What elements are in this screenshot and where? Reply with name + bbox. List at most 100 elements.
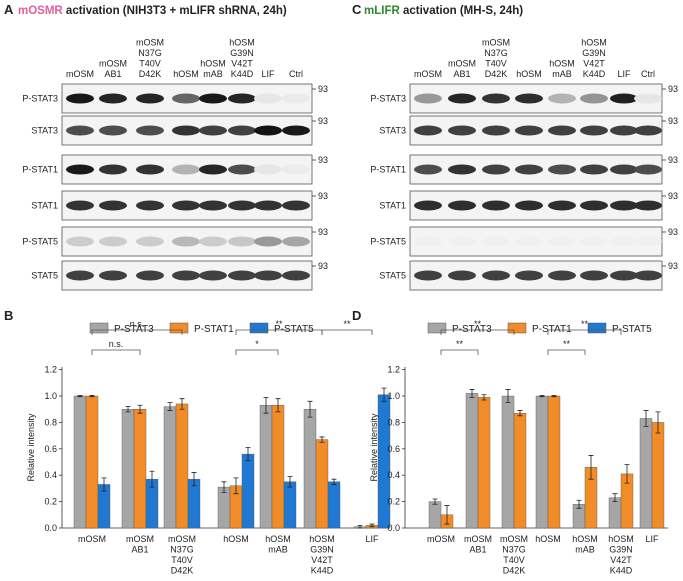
band	[515, 200, 543, 211]
label-line: G39N	[230, 48, 254, 58]
label-line: hOSM	[549, 59, 575, 69]
lane-label: Ctrl	[641, 69, 655, 79]
lane-label: hOSM mAB	[549, 59, 575, 80]
error-bar	[307, 400, 313, 418]
band	[99, 236, 127, 247]
x-tick-label: mOSM	[78, 534, 106, 544]
error-bar	[245, 447, 251, 462]
band	[99, 164, 127, 175]
band	[414, 164, 442, 175]
error-bar	[432, 498, 438, 505]
blot-title: mLIFR activation (MH-S, 24h)	[364, 5, 523, 17]
label-line: mOSM	[78, 534, 106, 544]
band	[580, 125, 608, 136]
label-line: hOSM	[572, 534, 598, 544]
legend-swatch	[587, 322, 607, 334]
band	[136, 200, 164, 211]
label-line: hOSM	[608, 534, 634, 544]
band	[66, 270, 94, 281]
bar	[608, 497, 622, 529]
label-line: mAB	[203, 69, 223, 79]
band	[228, 236, 256, 247]
band	[634, 164, 662, 175]
band	[66, 200, 94, 211]
error-bar	[505, 389, 511, 404]
label-line: mAB	[268, 545, 288, 555]
band	[254, 200, 282, 211]
label-line: mOSM	[427, 534, 455, 544]
label-line: AB1	[469, 545, 486, 555]
significance-label: **	[563, 339, 571, 349]
y-tick-label: 0.6	[387, 444, 400, 454]
band	[548, 236, 576, 247]
label-line: Ctrl	[641, 69, 655, 79]
label-line: mAB	[552, 69, 572, 79]
band	[172, 270, 200, 281]
row-label: P-STAT5	[370, 237, 406, 247]
label-line: K44D	[311, 566, 334, 576]
label-line: D42K	[503, 566, 526, 576]
band	[580, 93, 608, 104]
error-bar	[287, 476, 293, 488]
label-line: AB1	[104, 69, 121, 79]
y-tick-label: 1.0	[387, 391, 400, 401]
band	[254, 164, 282, 175]
y-tick-label: 0.2	[44, 497, 57, 507]
x-tick-label: LIF	[645, 534, 659, 544]
marker-label: 93	[668, 84, 678, 94]
band	[448, 164, 476, 175]
marker-label: 93	[668, 227, 678, 237]
title-highlight: mOSMR	[18, 5, 63, 17]
label-line: hOSM	[223, 534, 249, 544]
marker-label: 93	[668, 191, 678, 201]
band	[254, 125, 282, 136]
marker-label: 93	[318, 261, 328, 271]
band	[580, 236, 608, 247]
lane-label: mOSM AB1	[99, 59, 127, 80]
band	[228, 270, 256, 281]
band	[199, 270, 227, 281]
label-line: N37G	[484, 48, 508, 58]
bar	[303, 409, 317, 529]
label-line: T40V	[171, 555, 193, 565]
band	[548, 93, 576, 104]
band	[414, 200, 442, 211]
row-label: STAT1	[31, 201, 58, 211]
band	[610, 200, 638, 211]
band	[548, 200, 576, 211]
bar	[477, 397, 491, 529]
marker-label: 93	[668, 261, 678, 271]
blot-title: mOSMR activation (NIH3T3 + mLIFR shRNA, …	[18, 5, 287, 17]
label-line: K44D	[583, 69, 606, 79]
band	[610, 270, 638, 281]
x-tick-label: mOSM	[427, 534, 455, 544]
label-line: T40V	[503, 555, 525, 565]
band	[66, 93, 94, 104]
label-line: mOSM	[126, 534, 154, 544]
band	[515, 270, 543, 281]
label-line: mOSM	[500, 534, 528, 544]
label-line: mOSM	[448, 59, 476, 69]
band	[66, 236, 94, 247]
significance-bracket	[547, 349, 586, 355]
error-bar	[275, 398, 281, 413]
band	[282, 93, 310, 104]
significance-bracket	[547, 329, 622, 335]
significance-label: n.s.	[130, 319, 145, 329]
band	[99, 270, 127, 281]
y-tick-label: 1.2	[387, 365, 400, 375]
label-line: T40V	[485, 59, 507, 69]
marker-label: 93	[668, 155, 678, 165]
band	[634, 236, 662, 247]
bar	[428, 501, 442, 529]
band	[254, 93, 282, 104]
bar	[315, 439, 329, 529]
label-line: V42T	[583, 59, 605, 69]
label-line: mOSM	[136, 38, 164, 48]
band	[634, 270, 662, 281]
band	[172, 236, 200, 247]
lane-label: mOSM N37G T40V D42K	[136, 38, 164, 80]
error-bar	[77, 394, 83, 398]
error-bar	[179, 398, 185, 410]
